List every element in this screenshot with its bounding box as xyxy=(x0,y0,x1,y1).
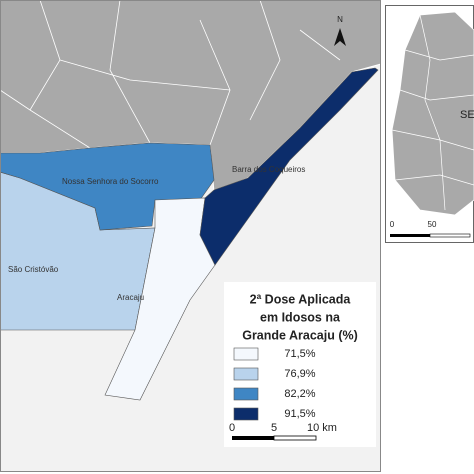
legend-title: Grande Aracaju (%) xyxy=(242,328,358,342)
map-frame xyxy=(0,0,381,472)
legend-swatch xyxy=(233,367,259,381)
inset-scale-bar xyxy=(390,234,430,237)
scale-label: 5 xyxy=(271,422,277,434)
boundaries xyxy=(0,0,341,149)
place-label: Aracaju xyxy=(117,293,144,302)
legend-swatch xyxy=(233,347,259,361)
inset-scale-label: 50 xyxy=(428,220,437,229)
legend-swatch xyxy=(233,387,259,401)
place-label: Nossa Senhora do Socorro xyxy=(62,177,159,186)
legend-label: 91,5% xyxy=(284,408,315,420)
inset-label: SE xyxy=(460,109,474,121)
legend-swatch xyxy=(233,407,259,421)
legend-title: em Idosos na xyxy=(260,310,341,324)
inset-state xyxy=(391,11,474,216)
legend: 71,5% 76,9% 82,2% 91,5% xyxy=(233,347,316,421)
inset-boundaries xyxy=(391,14,474,211)
place-label: Barra dos Coqueiros xyxy=(232,165,305,174)
legend-label: 82,2% xyxy=(284,388,315,400)
place-label: São Cristóvão xyxy=(8,265,59,274)
legend-title: 2ª Dose Aplicada xyxy=(250,292,352,306)
legend-box xyxy=(224,282,376,447)
north-label: N xyxy=(337,15,343,24)
region xyxy=(199,67,379,266)
inset-scale-label: 0 xyxy=(390,220,395,229)
legend-label: 71,5% xyxy=(284,348,315,360)
scale-bar xyxy=(232,436,274,440)
inset-scale-bar xyxy=(429,233,471,238)
north-arrow xyxy=(334,28,346,46)
scale-label: 10 km xyxy=(307,422,337,434)
scale-bar xyxy=(273,435,317,441)
legend-label: 76,9% xyxy=(284,368,315,380)
scale-label: 0 xyxy=(229,422,235,434)
